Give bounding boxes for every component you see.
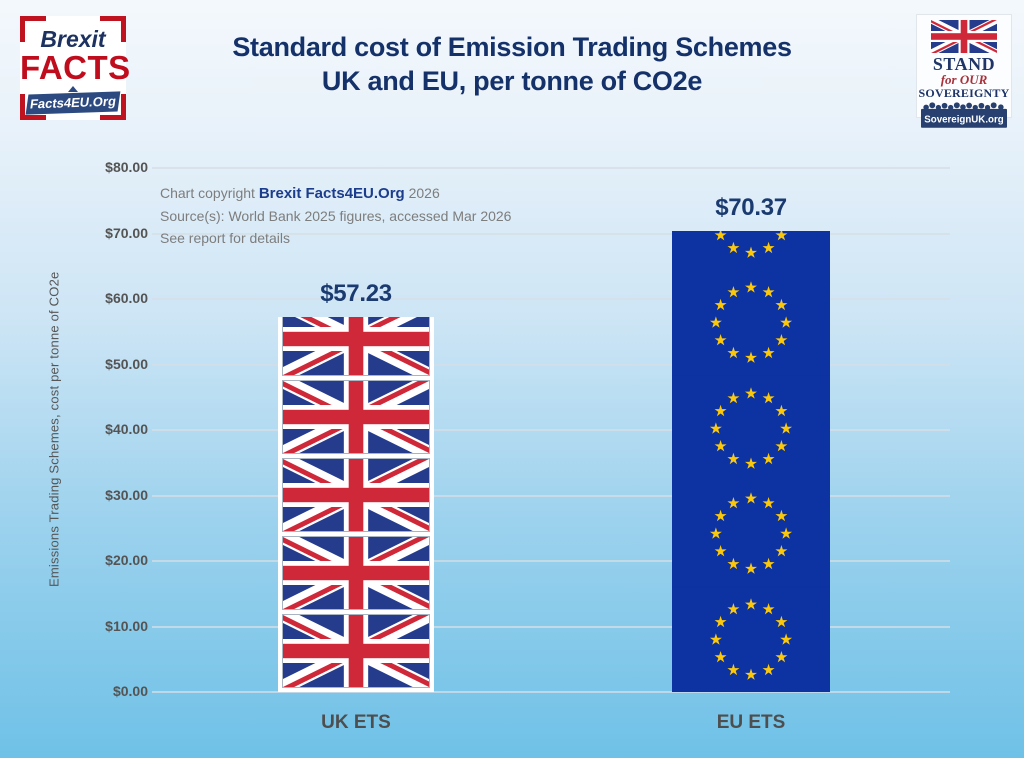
page-title-line2: UK and EU, per tonne of CO2e <box>321 66 703 96</box>
y-tick-label: $80.00 <box>105 159 148 175</box>
y-tick-label: $0.00 <box>112 683 148 699</box>
union-jack-icon <box>931 20 997 53</box>
gridline <box>152 429 950 431</box>
gridline <box>152 560 950 562</box>
y-tick-label: $10.00 <box>105 618 148 634</box>
logo-stand-text: STAND <box>932 54 996 74</box>
brexit-facts-logo: Brexit FACTS Facts4EU.Org <box>20 16 131 120</box>
eu-flag-icon <box>672 270 830 375</box>
uk-bar-value-label: $57.23 <box>320 280 392 307</box>
crowd-silhouette-banner: SovereignUK.org <box>921 102 1007 129</box>
logo-sovereignuk-banner: SovereignUK.org <box>924 115 1003 126</box>
copyright-annotation: Chart copyright Brexit Facts4EU.Org 2026… <box>160 182 511 249</box>
source-line: Source(s): World Bank 2025 figures, acce… <box>160 208 512 224</box>
y-tick-label: $40.00 <box>105 421 148 437</box>
copyright-brand: Brexit Facts4EU.Org <box>258 185 405 202</box>
eu-flag-icon <box>672 587 830 692</box>
x-label-eu-ets: EU ETS <box>716 712 786 733</box>
y-tick-label: $70.00 <box>105 225 148 241</box>
uk-flag-icon <box>282 536 430 610</box>
logo-corner-bracket <box>20 94 46 120</box>
eu-flag-icon <box>672 481 830 586</box>
logo-corner-bracket <box>20 16 46 42</box>
eu-flag-icon <box>672 231 830 270</box>
uk-flag-icon <box>282 458 430 532</box>
uk-ets-bar <box>278 317 434 692</box>
logo-for-our-text: for OUR <box>940 72 988 87</box>
uk-flag-icon <box>282 614 430 688</box>
logo-brexit-text: Brexit <box>40 26 106 52</box>
page-title-line1: Standard cost of Emission Trading Scheme… <box>232 32 792 62</box>
eu-bar-value-label: $70.37 <box>715 194 787 221</box>
y-tick-label: $30.00 <box>105 487 148 503</box>
y-tick-label: $50.00 <box>105 356 148 372</box>
uk-flag-icon <box>282 380 430 454</box>
logo-facts4eu-banner: Facts4EU.Org <box>25 90 121 115</box>
logo-corner-bracket <box>100 16 126 42</box>
x-label-uk-ets: UK ETS <box>321 712 391 733</box>
copyright-line1: Chart copyright Brexit Facts4EU.Org 2026 <box>160 185 440 202</box>
y-tick-label: $20.00 <box>105 552 148 568</box>
eu-flag-icon <box>672 376 830 481</box>
uk-flag-icon <box>282 317 430 376</box>
gridline <box>152 233 950 235</box>
eu-ets-bar <box>672 231 830 692</box>
gridline <box>152 298 950 300</box>
gridline <box>152 364 950 366</box>
logo-triangle-icon <box>68 85 78 92</box>
gridline <box>152 691 950 693</box>
details-line: See report for details <box>160 230 290 246</box>
gridline <box>152 626 950 628</box>
y-tick-label: $60.00 <box>105 290 148 306</box>
gridline <box>152 167 950 169</box>
logo-corner-bracket <box>100 94 126 120</box>
logo-facts-text: FACTS <box>20 49 131 86</box>
gridline <box>152 495 950 497</box>
logo-sovereignty-text: SOVEREIGNTY <box>918 85 1010 100</box>
sovereignty-logo: STAND for OUR SOVEREIGNTY SovereignUK.or… <box>916 14 1012 129</box>
page-title: Standard cost of Emission Trading Scheme… <box>140 30 884 98</box>
